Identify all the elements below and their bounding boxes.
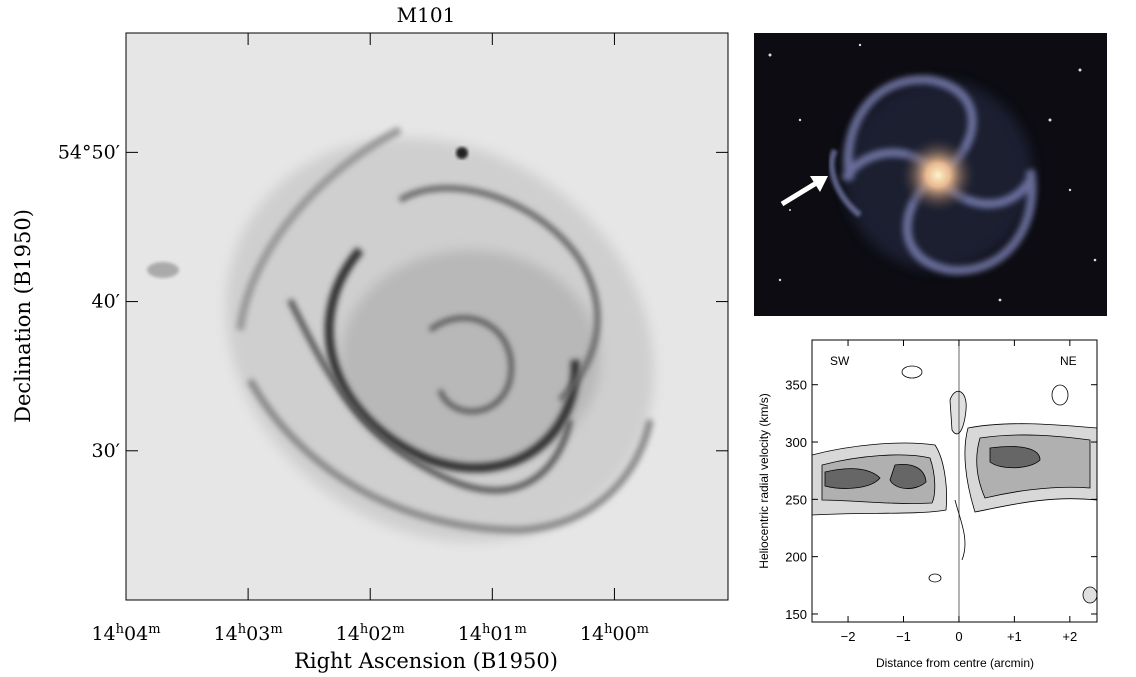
- x-tick-label: 14h02m: [336, 622, 405, 645]
- pv-diagram: −2 −1 0 +1 +2 150 200 250 300 350 SW NE Distance …: [757, 340, 1097, 670]
- tick-number: 02: [368, 623, 392, 645]
- x-tick-label: 0: [955, 629, 962, 644]
- unit-superscript: m: [637, 622, 649, 637]
- x-tick-label: 14h03m: [214, 622, 283, 645]
- pv-y-label: Heliocentric radial velocity (km/s): [757, 393, 771, 568]
- x-axis-label: Right Ascension (B1950): [294, 649, 558, 673]
- tick-number: 14: [580, 623, 604, 645]
- optical-photo: [754, 33, 1107, 316]
- tick-number: 01: [490, 623, 514, 645]
- x-tick-label: +1: [1007, 629, 1022, 644]
- y-tick-label: 250: [785, 492, 807, 507]
- y-tick-label: 300: [785, 435, 807, 450]
- tick-number: 14: [336, 623, 360, 645]
- sky-map: 14h04m 14h03m 14h02m 14h01m 14h00m 54°50′ 40′ 3…: [11, 3, 733, 673]
- x-tick-label: −2: [841, 629, 856, 644]
- tick-number: 04: [124, 623, 148, 645]
- ne-label: NE: [1060, 354, 1077, 368]
- figure: 14h04m 14h03m 14h02m 14h01m 14h00m 54°50′ 40′ 3…: [0, 0, 1136, 677]
- x-tick-label: −1: [896, 629, 911, 644]
- tick-number: 00: [612, 623, 636, 645]
- y-tick-label: 150: [785, 607, 807, 622]
- page: 14h04m 14h03m 14h02m 14h01m 14h00m 54°50′ 40′ 3…: [0, 0, 1136, 677]
- x-tick-label: +2: [1062, 629, 1077, 644]
- unit-superscript: m: [515, 622, 527, 637]
- map-title: M101: [397, 3, 456, 27]
- pv-x-label: Distance from centre (arcmin): [876, 656, 1034, 670]
- tick-number: 03: [246, 623, 270, 645]
- y-axis-label: Declination (B1950): [11, 209, 35, 423]
- y-tick-label: 54°50′: [58, 141, 120, 163]
- unit-superscript: m: [270, 622, 282, 637]
- x-tick-label: 14h04m: [91, 622, 160, 645]
- unit-superscript: m: [148, 622, 160, 637]
- sw-label: SW: [830, 354, 850, 368]
- y-tick-label: 200: [785, 550, 807, 565]
- x-tick-label: 14h00m: [580, 622, 649, 645]
- tick-number: 14: [458, 623, 482, 645]
- y-tick-label: 30′: [92, 440, 121, 462]
- y-tick-label: 350: [785, 378, 807, 393]
- y-tick-label: 40′: [92, 291, 121, 313]
- tick-number: 14: [214, 623, 238, 645]
- unit-superscript: m: [392, 622, 404, 637]
- tick-number: 14: [91, 623, 115, 645]
- x-tick-label: 14h01m: [458, 622, 527, 645]
